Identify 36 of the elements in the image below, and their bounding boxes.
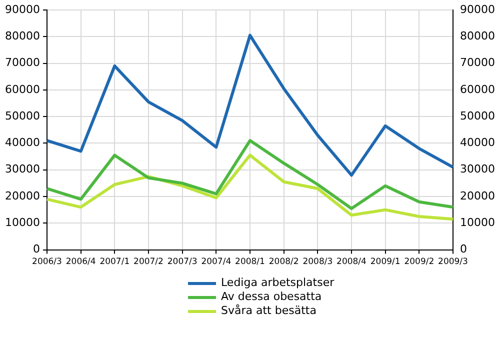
x-tick-label: 2007/3 xyxy=(167,257,198,268)
x-tick-label: 2007/2 xyxy=(134,257,164,268)
x-tick-label: 2009/2 xyxy=(404,257,434,268)
x-tick-label: 2007/1 xyxy=(100,257,130,268)
x-tick-label: 2008/3 xyxy=(302,257,333,268)
legend-label: Av dessa obesatta xyxy=(221,290,322,304)
x-tick-label: 2009/3 xyxy=(438,257,468,268)
y2-tick-label: 0 xyxy=(460,242,468,256)
y-tick-label: 0 xyxy=(32,242,40,256)
y2-tick-label: 20000 xyxy=(460,189,496,202)
y-tick-label: 30000 xyxy=(4,162,40,176)
y2-tick-label: 30000 xyxy=(460,162,496,176)
y2-tick-label: 70000 xyxy=(460,56,496,70)
legend-label: Lediga arbetsplatser xyxy=(221,276,334,290)
y-tick-label: 20000 xyxy=(4,189,40,202)
x-tick-label: 2006/4 xyxy=(66,257,96,268)
y2-tick-label: 90000 xyxy=(460,2,496,16)
y2-tick-label: 80000 xyxy=(460,30,496,43)
legend-label: Svåra att besätta xyxy=(221,304,316,318)
y-tick-label: 10000 xyxy=(4,216,40,230)
x-tick-label: 2008/1 xyxy=(235,257,265,268)
x-tick-label: 2008/2 xyxy=(268,257,299,268)
y2-tick-label: 60000 xyxy=(460,82,496,96)
y2-tick-label: 40000 xyxy=(460,136,496,150)
y-tick-label: 80000 xyxy=(4,30,40,43)
y-tick-label: 50000 xyxy=(4,109,40,122)
y-tick-label: 40000 xyxy=(4,136,40,150)
x-tick-label: 2009/1 xyxy=(370,257,400,268)
y2-tick-label: 50000 xyxy=(460,109,496,122)
y-tick-label: 70000 xyxy=(4,56,40,70)
x-tick-label: 2007/4 xyxy=(201,257,232,268)
y-tick-label: 90000 xyxy=(4,2,40,16)
y-tick-label: 60000 xyxy=(4,82,40,96)
x-tick-label: 2008/4 xyxy=(336,257,366,268)
y2-tick-label: 10000 xyxy=(460,216,496,230)
x-tick-label: 2006/3 xyxy=(32,257,62,268)
